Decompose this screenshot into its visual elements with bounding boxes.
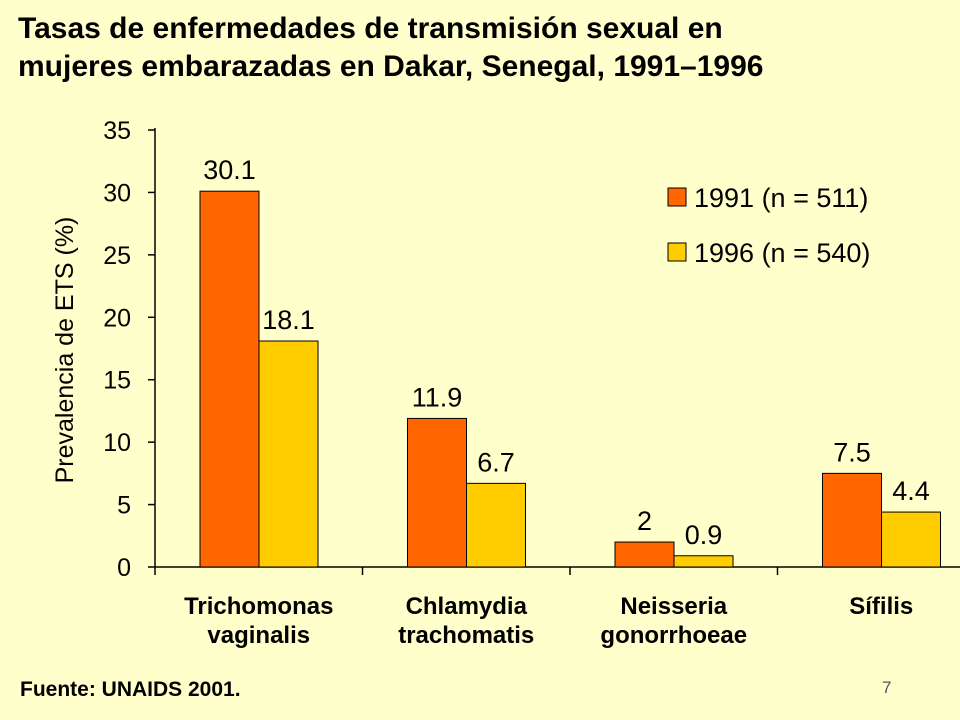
y-tick-label: 5	[117, 492, 131, 520]
bar-1996	[881, 511, 941, 568]
y-tick-label: 0	[117, 554, 131, 582]
bar-data-label: 7.5	[833, 437, 871, 467]
chart-title: Tasas de enfermedades de transmisión sex…	[18, 10, 948, 86]
bar-data-label: 11.9	[412, 382, 463, 412]
y-tick-label: 10	[103, 429, 131, 457]
title-line-2: mujeres embarazadas en Dakar, Senegal, 1…	[18, 50, 764, 83]
x-category-label: gonorrhoeae	[600, 622, 747, 649]
y-tick-label: 35	[103, 117, 131, 145]
y-tick-label: 30	[103, 179, 131, 207]
x-category-label: Trichomonas	[184, 593, 333, 620]
bar-1996	[673, 555, 734, 568]
title-line-1: Tasas de enfermedades de transmisión sex…	[18, 12, 723, 45]
bar-1996	[258, 340, 319, 568]
x-category-label: Sífilis	[849, 593, 913, 620]
bar-1996	[466, 482, 526, 568]
legend-label: 1996 (n = 540)	[694, 238, 870, 268]
bar-1991	[822, 472, 882, 568]
x-category-label: Chlamydia	[406, 593, 528, 620]
bar-data-label: 18.1	[262, 305, 315, 335]
x-category-label: vaginalis	[207, 622, 310, 649]
bar-1991	[199, 190, 260, 568]
bar-data-label: 2	[637, 506, 652, 536]
legend-swatch	[667, 242, 687, 262]
y-tick-label: 15	[103, 367, 131, 395]
y-tick-label: 25	[103, 242, 131, 270]
x-category-label: trachomatis	[398, 622, 534, 649]
y-tick-label: 20	[103, 304, 131, 332]
bar-data-label: 0.9	[685, 520, 723, 550]
page-number: 7	[882, 678, 892, 697]
bar-data-label: 6.7	[477, 447, 515, 477]
y-axis-title: Prevalencia de ETS (%)	[51, 217, 79, 484]
bar-data-label: 30.1	[203, 155, 256, 185]
bar-1991	[407, 417, 467, 568]
x-category-label: Neisseria	[620, 593, 727, 620]
legend-swatch	[667, 187, 687, 207]
bar-1991	[614, 541, 675, 568]
legend-label: 1991 (n = 511)	[694, 183, 868, 213]
bar-data-label: 4.4	[892, 476, 930, 506]
source-note: Fuente: UNAIDS 2001.	[20, 678, 241, 701]
